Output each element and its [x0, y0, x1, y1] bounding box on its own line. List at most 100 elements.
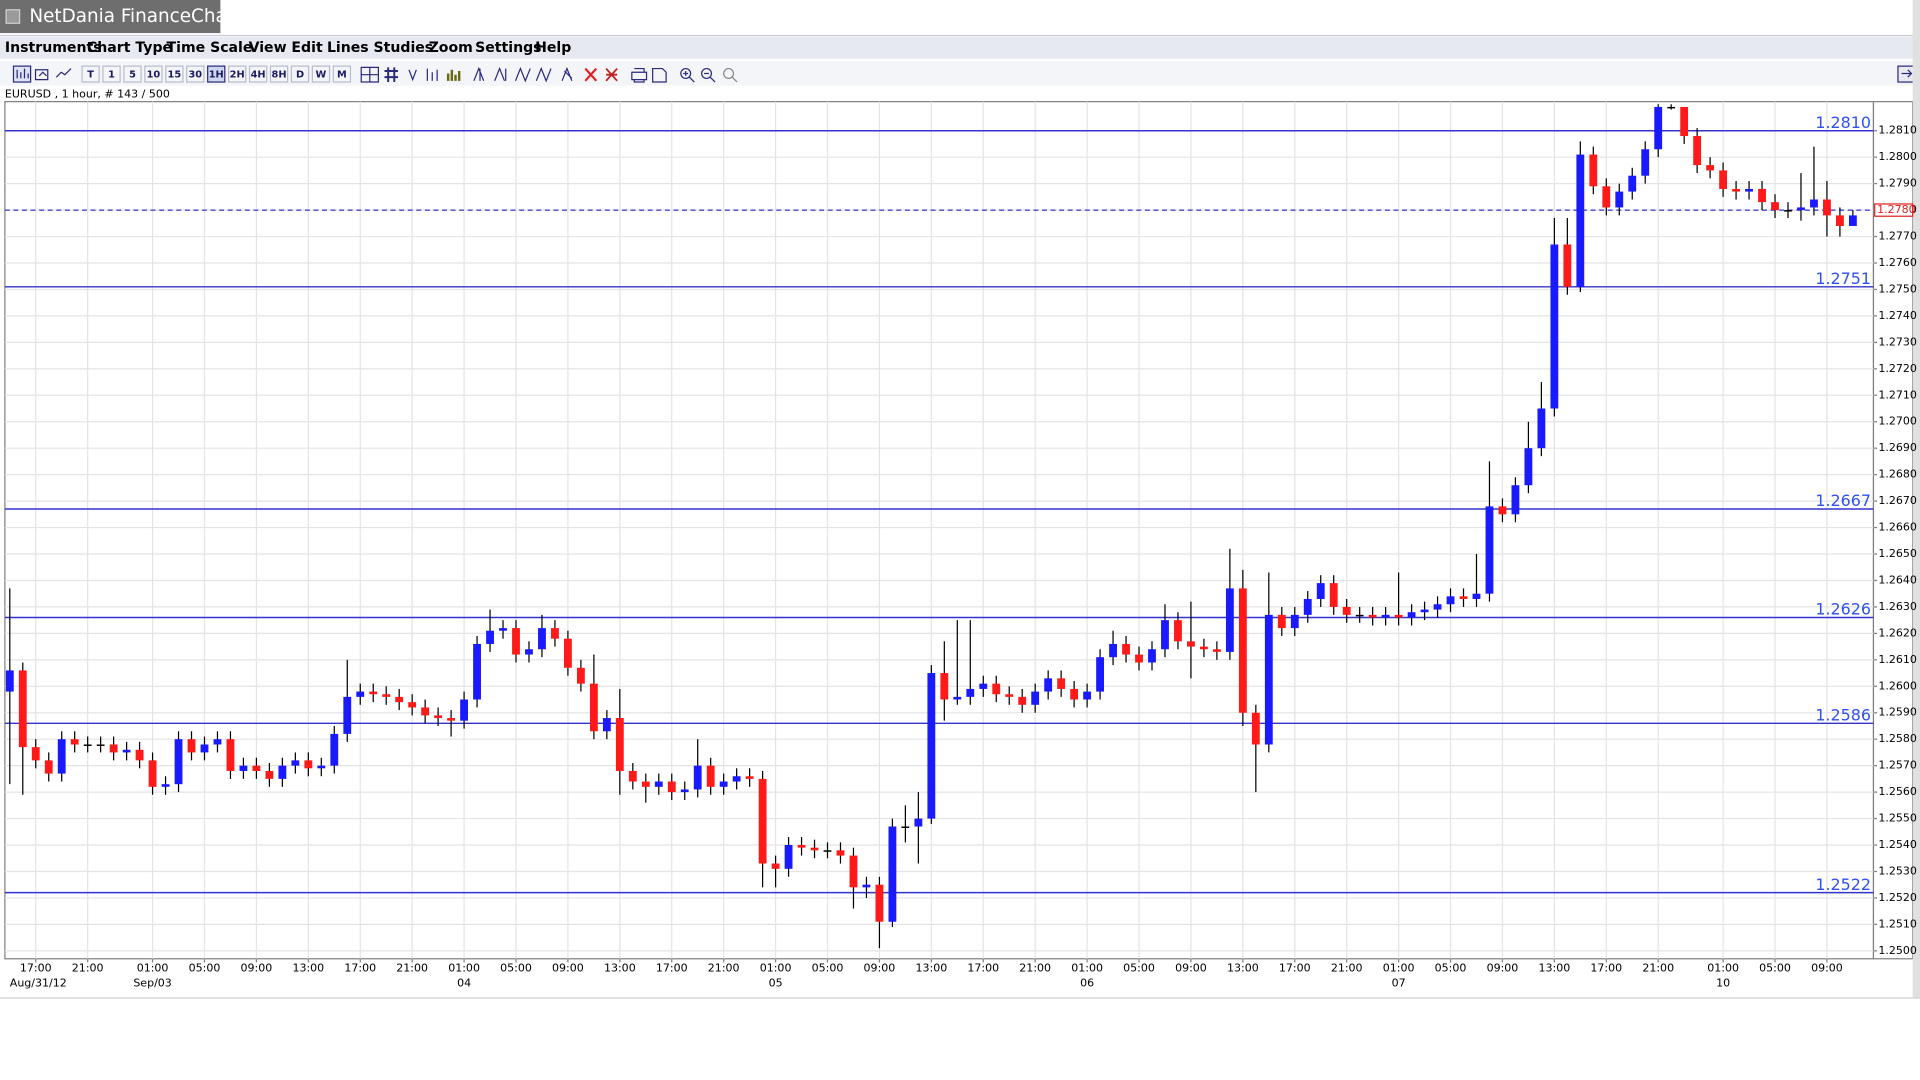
candle-body: [667, 781, 676, 793]
timeframe-button[interactable]: [165, 65, 184, 83]
candle-body: [1602, 186, 1611, 208]
timeframe-label: 10: [147, 70, 161, 81]
candle-body: [849, 855, 858, 888]
y-tick-label: 1.2560: [1878, 785, 1917, 798]
y-tick-label: 1.2510: [1878, 917, 1917, 930]
x-tick-label: 21:00: [1331, 962, 1363, 975]
x-tick-label: 13:00: [1538, 962, 1570, 975]
candle-body: [1615, 191, 1624, 208]
timeframe-label: 1: [108, 70, 115, 81]
candle-body: [1485, 506, 1494, 594]
candle-body: [1745, 188, 1753, 192]
candle-body: [330, 733, 339, 766]
candle-body: [1641, 149, 1650, 176]
x-tick-label: 09:00: [864, 962, 896, 975]
menu-item[interactable]: Lines: [327, 40, 369, 56]
y-tick-label: 1.2700: [1878, 415, 1917, 428]
candle-body: [83, 744, 92, 746]
y-tick-label: 1.2810: [1878, 124, 1917, 137]
candle-body: [823, 850, 832, 852]
x-tick-label: 13:00: [292, 962, 324, 975]
x-tick-label: 01:00: [1383, 962, 1415, 975]
candle-body: [1498, 506, 1507, 515]
menu-item[interactable]: Studies: [373, 40, 433, 56]
y-tick-label: 1.2800: [1878, 150, 1917, 163]
tool-icon: [473, 66, 485, 82]
candle-body: [343, 696, 352, 734]
timeframe-button[interactable]: [81, 65, 100, 83]
toolbar-icons: [12, 65, 1916, 83]
tool-icon: [584, 67, 598, 82]
candle-body: [57, 739, 66, 774]
timeframe-button[interactable]: [123, 65, 142, 83]
timeframe-button[interactable]: [102, 65, 121, 83]
menu-item[interactable]: Time Scale: [167, 40, 253, 56]
candle-body: [1135, 654, 1143, 663]
timeframe-button[interactable]: [227, 65, 247, 83]
window-title: NetDania FinanceChart: [29, 6, 241, 27]
timeframe-button[interactable]: [332, 65, 352, 83]
candle-body: [382, 694, 391, 697]
timeframe-button[interactable]: [207, 65, 226, 83]
candle-body: [96, 744, 105, 746]
candle-body: [979, 683, 988, 689]
candle-body: [174, 739, 183, 785]
candle-body: [1394, 614, 1403, 618]
candle-body: [18, 670, 27, 748]
y-tick-label: 1.2620: [1878, 626, 1917, 639]
x-tick-label: 17:00: [1279, 962, 1311, 975]
candle-body: [109, 744, 118, 753]
timeframe-button[interactable]: [269, 65, 289, 83]
x-tick-label: 13:00: [604, 962, 636, 975]
timeframe-button[interactable]: [290, 65, 310, 83]
timeframe-label: 1H: [209, 70, 224, 81]
timeframe-label: T: [87, 70, 94, 81]
timeframe-button[interactable]: [144, 65, 163, 83]
candle-body: [486, 630, 494, 644]
candle-body: [200, 744, 209, 753]
candle-body: [1368, 614, 1377, 618]
candle-body: [1550, 244, 1559, 409]
candle-body: [226, 739, 235, 771]
candle-body: [1459, 596, 1468, 599]
candle-body: [1096, 657, 1104, 692]
candle-body: [797, 845, 806, 848]
candle-body: [1031, 691, 1040, 705]
candle-body: [1446, 596, 1455, 605]
level-label: 1.2751: [1815, 269, 1871, 288]
menu-item[interactable]: Zoom: [429, 40, 473, 56]
candle-body: [1537, 408, 1546, 449]
menu-item[interactable]: Chart Type: [87, 40, 172, 56]
y-tick-label: 1.2630: [1878, 600, 1917, 613]
chart-info: EURUSD , 1 hour, # 143 / 500: [5, 87, 170, 100]
x-tick-label: 09:00: [1487, 962, 1519, 975]
candle-body: [122, 749, 131, 753]
x-tick-label: 17:00: [656, 962, 688, 975]
y-tick-label: 1.2680: [1878, 468, 1917, 481]
tool-icon: [16, 68, 29, 79]
candle-body: [615, 718, 624, 771]
x-tick-label: 17:00: [967, 962, 999, 975]
menu-item[interactable]: Help: [535, 40, 571, 56]
candle-body: [1407, 612, 1416, 618]
menu-item[interactable]: View: [249, 40, 287, 56]
timeframe-button[interactable]: [248, 65, 268, 83]
candle-body: [966, 688, 975, 697]
menu-item[interactable]: Edit: [291, 40, 323, 56]
y-tick-label: 1.2740: [1878, 309, 1917, 322]
menu-item[interactable]: Instruments: [5, 40, 102, 56]
tool-icon: [1901, 69, 1913, 78]
candle-body: [1472, 593, 1481, 599]
level-label: 1.2586: [1815, 705, 1871, 724]
menu-item[interactable]: Settings: [475, 40, 541, 56]
candle-body: [940, 673, 949, 700]
candle-body: [862, 884, 871, 888]
timeframe-button[interactable]: [186, 65, 205, 83]
timeframe-button[interactable]: [311, 65, 331, 83]
candle-body: [914, 818, 923, 827]
x-tick-label: 21:00: [1642, 962, 1674, 975]
x-date-label: Sep/03: [133, 976, 172, 989]
x-tick-label: 01:00: [448, 962, 480, 975]
x-tick-label: 05:00: [500, 962, 532, 975]
candle-body: [1109, 643, 1117, 658]
